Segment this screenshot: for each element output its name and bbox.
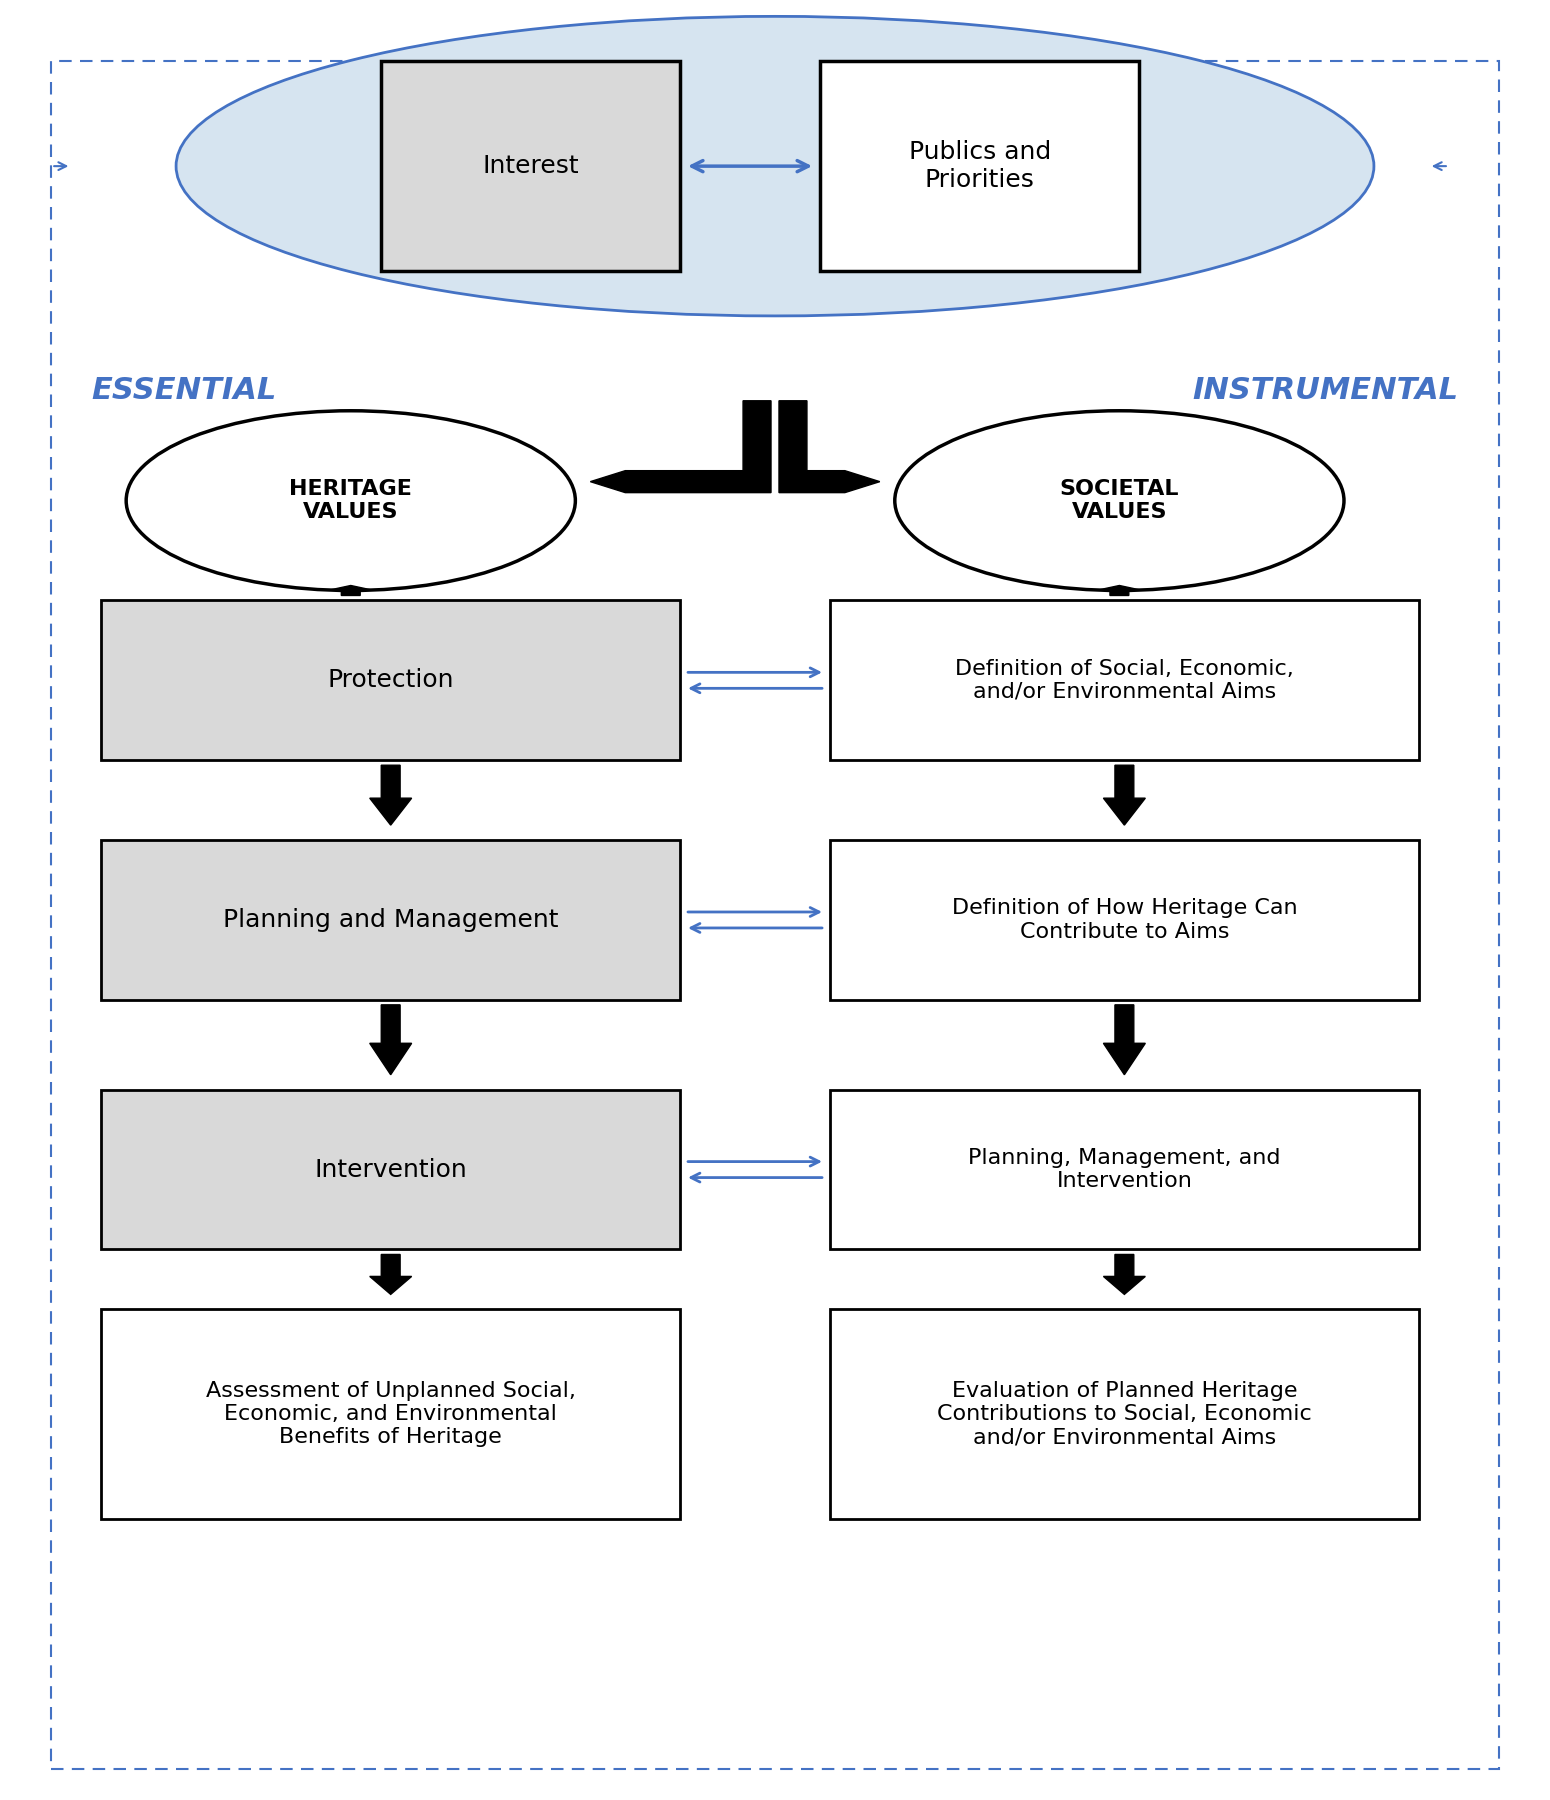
Polygon shape	[370, 765, 412, 824]
Polygon shape	[1099, 585, 1141, 596]
Polygon shape	[330, 585, 372, 596]
Text: Definition of Social, Economic,
and/or Environmental Aims: Definition of Social, Economic, and/or E…	[955, 659, 1294, 702]
Polygon shape	[1104, 765, 1145, 824]
FancyBboxPatch shape	[101, 1089, 680, 1249]
FancyBboxPatch shape	[381, 61, 680, 272]
Text: Protection: Protection	[327, 668, 454, 693]
Ellipse shape	[177, 16, 1373, 317]
FancyBboxPatch shape	[829, 1309, 1418, 1519]
FancyBboxPatch shape	[101, 841, 680, 999]
FancyBboxPatch shape	[829, 841, 1418, 999]
Text: ESSENTIAL: ESSENTIAL	[91, 376, 276, 405]
Text: Publics and
Priorities: Publics and Priorities	[908, 140, 1051, 193]
Text: INSTRUMENTAL: INSTRUMENTAL	[1194, 376, 1459, 405]
Polygon shape	[370, 1004, 412, 1075]
Text: SOCIETAL
VALUES: SOCIETAL VALUES	[1060, 479, 1180, 522]
Polygon shape	[780, 401, 880, 493]
Text: Planning, Management, and
Intervention: Planning, Management, and Intervention	[969, 1148, 1280, 1192]
Ellipse shape	[126, 410, 575, 590]
Polygon shape	[370, 1255, 412, 1294]
FancyBboxPatch shape	[829, 1089, 1418, 1249]
Text: Intervention: Intervention	[315, 1157, 467, 1181]
FancyBboxPatch shape	[101, 1309, 680, 1519]
Polygon shape	[1104, 1004, 1145, 1075]
Polygon shape	[591, 401, 770, 493]
Polygon shape	[1104, 1255, 1145, 1294]
Text: Assessment of Unplanned Social,
Economic, and Environmental
Benefits of Heritage: Assessment of Unplanned Social, Economic…	[206, 1381, 575, 1447]
Text: Evaluation of Planned Heritage
Contributions to Social, Economic
and/or Environm: Evaluation of Planned Heritage Contribut…	[938, 1381, 1311, 1447]
FancyBboxPatch shape	[820, 61, 1139, 272]
Text: Interest: Interest	[482, 155, 578, 178]
Text: Definition of How Heritage Can
Contribute to Aims: Definition of How Heritage Can Contribut…	[952, 898, 1297, 941]
Ellipse shape	[894, 410, 1344, 590]
Text: Planning and Management: Planning and Management	[223, 907, 558, 932]
FancyBboxPatch shape	[829, 601, 1418, 760]
FancyBboxPatch shape	[101, 601, 680, 760]
Text: HERITAGE
VALUES: HERITAGE VALUES	[290, 479, 412, 522]
